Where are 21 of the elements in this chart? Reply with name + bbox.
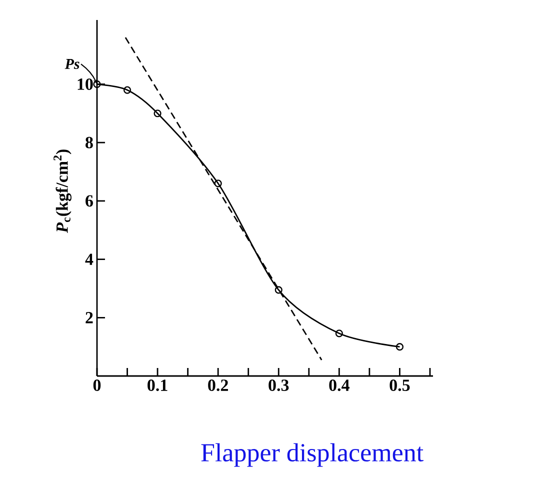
x-tick-label: 0.4 [329, 380, 350, 392]
x-tick-label: 0.2 [208, 380, 228, 392]
x-tick-label: 0.1 [148, 380, 168, 392]
x-tick-label: 0.5 [390, 380, 410, 392]
point [154, 110, 162, 118]
y-tick-label: 6 [86, 195, 93, 207]
point [274, 286, 282, 294]
annotation: Ps [64, 59, 80, 69]
y-axis-title: P$_{c}$(kgf/cm$^{2}$) [54, 150, 72, 233]
point [396, 343, 404, 351]
point [123, 86, 132, 94]
x-tick-label: 0.3 [268, 380, 289, 392]
x-tick-label: 0 [93, 380, 101, 392]
x-axis-title: Flapper displacement [201, 443, 424, 467]
y-tick-label: 4 [85, 254, 94, 265]
point [214, 180, 222, 188]
point [93, 80, 101, 88]
y-tick-label: 10 [78, 78, 93, 90]
point [335, 330, 343, 338]
y-tick-label: 2 [86, 312, 93, 324]
y-tick-label: 8 [86, 136, 93, 148]
